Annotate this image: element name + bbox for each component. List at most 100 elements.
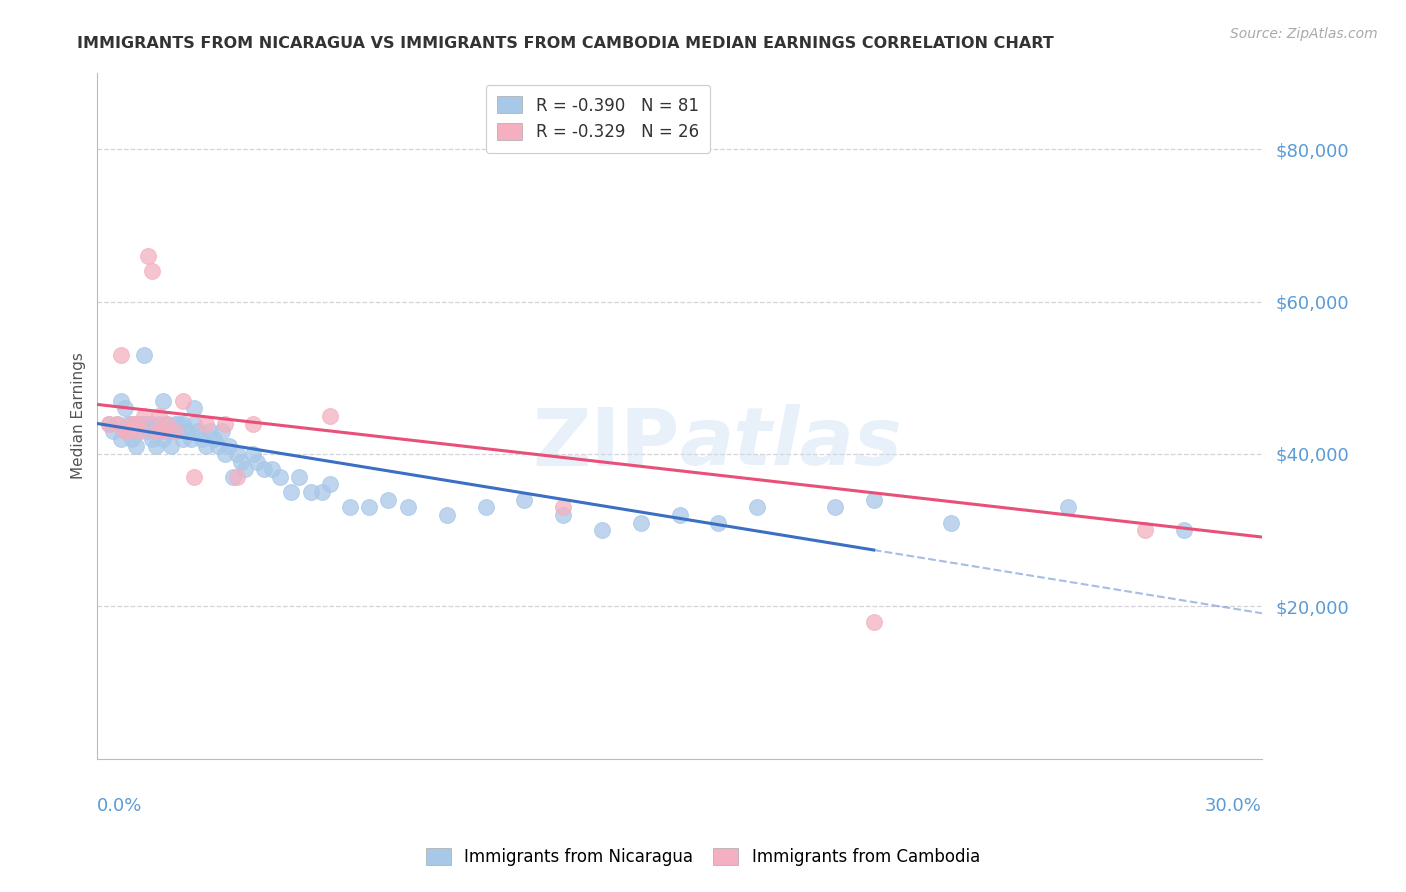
Point [630, 516, 652, 530]
Point [377, 492, 399, 507]
Point [195, 439, 218, 453]
Point [110, 432, 132, 446]
Point [105, 417, 128, 431]
Point [180, 432, 202, 446]
Point [167, 417, 190, 431]
Point [132, 348, 155, 362]
Point [125, 417, 148, 431]
Point [242, 447, 264, 461]
Point [553, 500, 575, 515]
Point [110, 393, 132, 408]
Point [132, 417, 155, 431]
Point [357, 500, 380, 515]
Point [152, 393, 174, 408]
Point [98, 417, 121, 431]
Point [396, 500, 419, 515]
Point [129, 417, 152, 431]
Point [183, 417, 205, 431]
Point [707, 516, 730, 530]
Point [226, 470, 249, 484]
Point [242, 417, 264, 431]
Y-axis label: Median Earnings: Median Earnings [72, 352, 86, 479]
Point [941, 516, 963, 530]
Point [145, 439, 167, 453]
Point [1135, 523, 1157, 537]
Text: ZIP: ZIP [533, 404, 679, 483]
Point [136, 424, 159, 438]
Legend: Immigrants from Nicaragua, Immigrants from Cambodia: Immigrants from Nicaragua, Immigrants fr… [418, 840, 988, 875]
Point [269, 470, 291, 484]
Point [862, 615, 884, 629]
Point [114, 424, 136, 438]
Point [141, 417, 163, 431]
Point [145, 424, 167, 438]
Point [152, 432, 174, 446]
Point [114, 401, 136, 416]
Point [98, 417, 121, 431]
Point [148, 409, 170, 423]
Point [141, 432, 163, 446]
Point [121, 417, 143, 431]
Point [136, 417, 159, 431]
Point [129, 424, 152, 438]
Point [121, 432, 143, 446]
Point [187, 424, 209, 438]
Point [117, 417, 139, 431]
Point [156, 424, 179, 438]
Point [299, 485, 322, 500]
Point [747, 500, 769, 515]
Point [229, 454, 252, 468]
Point [288, 470, 311, 484]
Point [207, 439, 229, 453]
Point [319, 409, 342, 423]
Point [141, 264, 163, 278]
Point [121, 417, 143, 431]
Point [114, 424, 136, 438]
Point [211, 424, 233, 438]
Text: 30.0%: 30.0% [1205, 797, 1261, 814]
Point [132, 409, 155, 423]
Point [202, 432, 225, 446]
Point [668, 508, 690, 522]
Point [156, 417, 179, 431]
Point [553, 508, 575, 522]
Point [183, 401, 205, 416]
Point [117, 424, 139, 438]
Point [824, 500, 846, 515]
Point [110, 348, 132, 362]
Point [253, 462, 276, 476]
Point [156, 417, 179, 431]
Point [163, 424, 186, 438]
Point [222, 470, 245, 484]
Point [198, 424, 221, 438]
Point [214, 447, 236, 461]
Point [125, 424, 148, 438]
Point [183, 470, 205, 484]
Point [163, 417, 186, 431]
Point [172, 432, 194, 446]
Point [105, 417, 128, 431]
Point [436, 508, 458, 522]
Text: 0.0%: 0.0% [97, 797, 143, 814]
Point [245, 454, 267, 468]
Point [172, 417, 194, 431]
Point [214, 417, 236, 431]
Point [474, 500, 496, 515]
Point [163, 424, 186, 438]
Point [1056, 500, 1078, 515]
Point [591, 523, 613, 537]
Point [319, 477, 342, 491]
Point [145, 424, 167, 438]
Point [513, 492, 536, 507]
Point [125, 417, 148, 431]
Point [101, 424, 124, 438]
Point [160, 439, 183, 453]
Point [152, 424, 174, 438]
Point [172, 393, 194, 408]
Point [233, 462, 256, 476]
Point [148, 417, 170, 431]
Point [260, 462, 283, 476]
Point [176, 424, 198, 438]
Text: atlas: atlas [679, 404, 903, 483]
Point [339, 500, 361, 515]
